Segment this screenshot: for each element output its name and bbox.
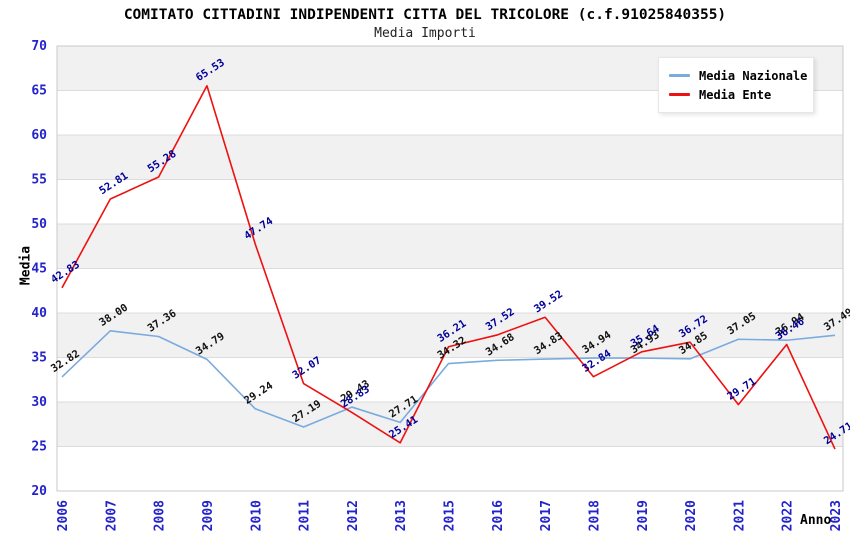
x-tick-label: 2020	[684, 500, 699, 531]
x-tick-label: 2011	[298, 500, 313, 531]
y-tick-label: 50	[31, 217, 47, 232]
media-nazionale-line	[61, 329, 836, 428]
y-tick-label: 70	[31, 39, 47, 54]
y-tick-label: 35	[31, 351, 47, 366]
legend-label: Media Ente	[699, 87, 772, 102]
media-ente-line	[61, 84, 836, 450]
y-tick-label: 25	[31, 440, 47, 455]
x-tick-label: 2006	[56, 500, 71, 531]
legend-box: Media Nazionale Media Ente	[658, 57, 814, 113]
legend-dash-icon	[669, 74, 690, 77]
x-tick-label: 2016	[491, 500, 506, 531]
legend-item-media-ente: Media Ente	[669, 85, 803, 104]
legend-item-media-nazionale: Media Nazionale	[669, 66, 807, 85]
y-tick-label: 20	[31, 484, 47, 499]
y-tick-label: 45	[31, 262, 47, 277]
y-tick-label: 60	[31, 128, 47, 143]
x-tick-label: 2013	[394, 500, 409, 531]
y-tick-label: 65	[31, 84, 47, 99]
band	[57, 224, 843, 269]
band	[57, 135, 843, 180]
y-tick-label: 30	[31, 395, 47, 410]
chart-title: COMITATO CITTADINI INDIPENDENTI CITTA DE…	[123, 7, 727, 23]
data-label: 39.52	[532, 288, 565, 315]
plot-border	[56, 45, 844, 492]
x-tick-label: 2023	[829, 500, 844, 531]
data-label: 29.71	[725, 375, 758, 402]
x-tick-label: 2007	[104, 500, 119, 531]
x-tick-label: 2012	[346, 500, 361, 531]
x-axis-title: Anno	[800, 513, 832, 528]
x-tick-label: 2017	[539, 500, 554, 531]
chart-subtitle: Media Importi	[374, 26, 476, 41]
x-tick-label: 2019	[636, 500, 651, 531]
x-tick-label: 2008	[153, 500, 168, 531]
legend-dash-icon	[669, 93, 690, 96]
y-tick-label: 55	[31, 173, 47, 188]
x-tick-label: 2018	[587, 500, 602, 531]
x-tick-label: 2021	[732, 500, 747, 531]
legend-label: Media Nazionale	[699, 68, 808, 83]
x-tick-label: 2009	[201, 500, 216, 531]
x-tick-label: 2010	[249, 500, 264, 531]
x-tick-label: 2015	[443, 500, 458, 531]
x-tick-label: 2022	[781, 500, 796, 531]
band	[57, 402, 843, 447]
y-tick-label: 40	[31, 306, 47, 321]
